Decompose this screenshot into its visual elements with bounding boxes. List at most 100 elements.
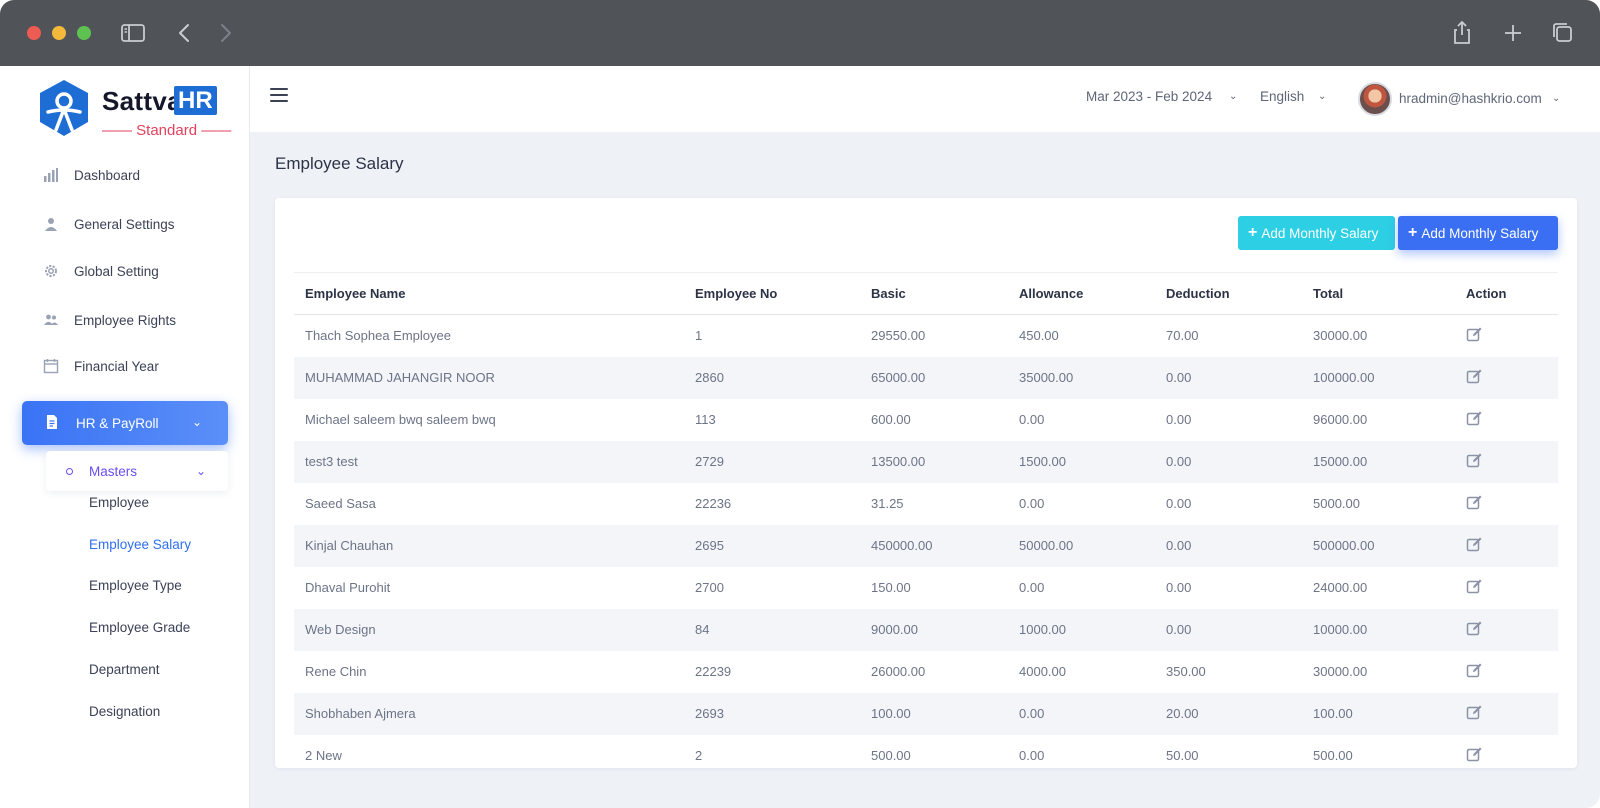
- table-row: Web Design 84 9000.00 1000.00 0.00 10000.00: [294, 608, 1558, 651]
- sidebar-item-financial-year[interactable]: Financial Year: [22, 346, 228, 386]
- total-cell: 30000.00: [1313, 664, 1368, 679]
- edit-icon[interactable]: [1466, 410, 1483, 427]
- edit-icon[interactable]: [1466, 452, 1483, 469]
- sidebar-item-hr-payroll[interactable]: HR & PayRoll ⌄: [22, 401, 228, 445]
- deduction-cell: 0.00: [1166, 412, 1192, 427]
- total-cell: 10000.00: [1313, 622, 1368, 637]
- allowance-cell: 0.00: [1019, 496, 1045, 511]
- action-cell: [1455, 483, 1558, 525]
- gear-icon: [42, 262, 60, 280]
- tabs-overview-icon[interactable]: [1548, 18, 1578, 48]
- table-row: 2 New 2 500.00 0.00 50.00 500.00: [294, 735, 1558, 769]
- share-icon[interactable]: [1447, 18, 1477, 48]
- back-icon[interactable]: [170, 18, 200, 48]
- edit-icon[interactable]: [1466, 662, 1483, 679]
- deduction-cell: 0.00: [1166, 496, 1192, 511]
- basic-cell: 450000.00: [871, 538, 933, 553]
- total-cell: 24000.00: [1313, 580, 1368, 595]
- sidebar-toggle-icon[interactable]: [118, 18, 148, 48]
- edit-icon[interactable]: [1466, 620, 1483, 637]
- action-cell: [1455, 693, 1558, 735]
- edit-icon[interactable]: [1466, 704, 1483, 721]
- basic-cell: 13500.00: [871, 454, 926, 469]
- action-cell: [1455, 357, 1558, 399]
- basic-cell: 9000.00: [871, 622, 918, 637]
- column-header-basic[interactable]: Basic: [860, 272, 1008, 315]
- new-tab-icon[interactable]: [1498, 18, 1528, 48]
- add-monthly-salary-button-primary[interactable]: + Add Monthly Salary: [1398, 216, 1558, 250]
- action-cell: [1455, 609, 1558, 651]
- edit-icon[interactable]: [1466, 494, 1483, 511]
- sidebar-subitem-designation[interactable]: Designation: [89, 704, 161, 719]
- chevron-down-icon: ⌄: [191, 415, 202, 429]
- edit-icon[interactable]: [1466, 368, 1483, 385]
- plus-icon: +: [1248, 224, 1258, 241]
- sidebar-subitem-department[interactable]: Department: [89, 662, 160, 677]
- sidebar-item-employee-rights[interactable]: Employee Rights: [22, 300, 228, 340]
- app-header: Mar 2023 - Feb 2024 ⌄ English ⌄ hradmin@…: [250, 66, 1600, 132]
- button-label: Add Monthly Salary: [1261, 225, 1379, 241]
- edit-icon[interactable]: [1466, 326, 1483, 343]
- sidebar-subitem-employee-type[interactable]: Employee Type: [89, 578, 182, 593]
- table-row: Michael saleem bwq saleem bwq 113 600.00 0.…: [294, 399, 1558, 441]
- action-cell: [1455, 651, 1558, 693]
- total-cell: 100000.00: [1313, 370, 1375, 385]
- brand-edition: —— Standard ——: [102, 122, 232, 139]
- language-selector[interactable]: English: [1260, 89, 1305, 104]
- employee-name-cell: test3 test: [305, 454, 358, 469]
- deduction-cell: 0.00: [1166, 370, 1192, 385]
- maximize-window-button[interactable]: [77, 26, 91, 40]
- sidebar-item-global-setting[interactable]: Global Setting: [22, 251, 228, 291]
- user-icon: [42, 215, 60, 233]
- sidebar-subitem-employee-salary[interactable]: Employee Salary: [89, 537, 192, 552]
- allowance-cell: 0.00: [1019, 748, 1045, 763]
- sidebar-item-masters[interactable]: Masters ⌄: [46, 451, 228, 491]
- minimize-window-button[interactable]: [52, 26, 66, 40]
- basic-cell: 65000.00: [871, 370, 926, 385]
- column-header-total[interactable]: Total: [1302, 272, 1455, 315]
- sidebar-subitem-employee-grade[interactable]: Employee Grade: [89, 620, 191, 635]
- circle-icon: [66, 467, 73, 475]
- chevron-down-icon: ⌄: [195, 464, 206, 478]
- basic-cell: 150.00: [871, 580, 911, 595]
- brand-badge: HR: [174, 86, 217, 115]
- forward-icon[interactable]: [210, 18, 240, 48]
- column-header-allowance[interactable]: Allowance: [1008, 272, 1155, 315]
- user-email[interactable]: hradmin@hashkrio.com: [1399, 91, 1542, 106]
- basic-cell: 600.00: [871, 412, 911, 427]
- total-cell: 30000.00: [1313, 328, 1368, 344]
- column-header-deduction[interactable]: Deduction: [1155, 272, 1302, 315]
- table-row: MUHAMMAD JAHANGIR NOOR 2860 65000.00 35000.…: [294, 356, 1558, 399]
- add-monthly-salary-button[interactable]: + Add Monthly Salary: [1238, 216, 1395, 250]
- deduction-cell: 0.00: [1166, 580, 1192, 595]
- total-cell: 500000.00: [1313, 538, 1375, 553]
- allowance-cell: 450.00: [1019, 328, 1059, 344]
- menu-icon[interactable]: [270, 88, 288, 104]
- sidebar-item-general-settings[interactable]: General Settings: [22, 204, 228, 244]
- column-header-employee-name[interactable]: Employee Name: [294, 272, 684, 315]
- table-row: Saeed Sasa 22236 31.25 0.00 0.00 5000.00: [294, 483, 1558, 525]
- edit-icon[interactable]: [1466, 746, 1483, 763]
- sidebar-subitem-employee[interactable]: Employee: [89, 495, 150, 510]
- basic-cell: 100.00: [871, 706, 911, 721]
- deduction-cell: 0.00: [1166, 454, 1192, 469]
- allowance-cell: 35000.00: [1019, 370, 1074, 385]
- financial-year-selector[interactable]: Mar 2023 - Feb 2024: [1086, 89, 1213, 104]
- employee-no-cell: 113: [695, 412, 716, 427]
- table-row: Rene Chin 22239 26000.00 4000.00 350.00 30000…: [294, 651, 1558, 693]
- action-cell: [1455, 567, 1558, 609]
- employee-name-cell: Kinjal Chauhan: [305, 538, 394, 553]
- sidebar-item-dashboard[interactable]: Dashboard: [22, 155, 228, 195]
- chevron-down-icon: ⌄: [1318, 91, 1327, 102]
- document-icon: [44, 414, 62, 432]
- edit-icon[interactable]: [1466, 578, 1483, 595]
- avatar[interactable]: [1358, 82, 1392, 116]
- close-window-button[interactable]: [27, 26, 41, 40]
- action-cell: [1455, 315, 1558, 357]
- deduction-cell: 50.00: [1166, 748, 1199, 763]
- page-title: Employee Salary: [275, 154, 404, 173]
- column-header-employee-no[interactable]: Employee No: [684, 272, 860, 315]
- brand-logo[interactable]: Sattva HR —— Standard ——: [36, 78, 231, 158]
- deduction-cell: 0.00: [1166, 622, 1192, 637]
- edit-icon[interactable]: [1466, 536, 1483, 553]
